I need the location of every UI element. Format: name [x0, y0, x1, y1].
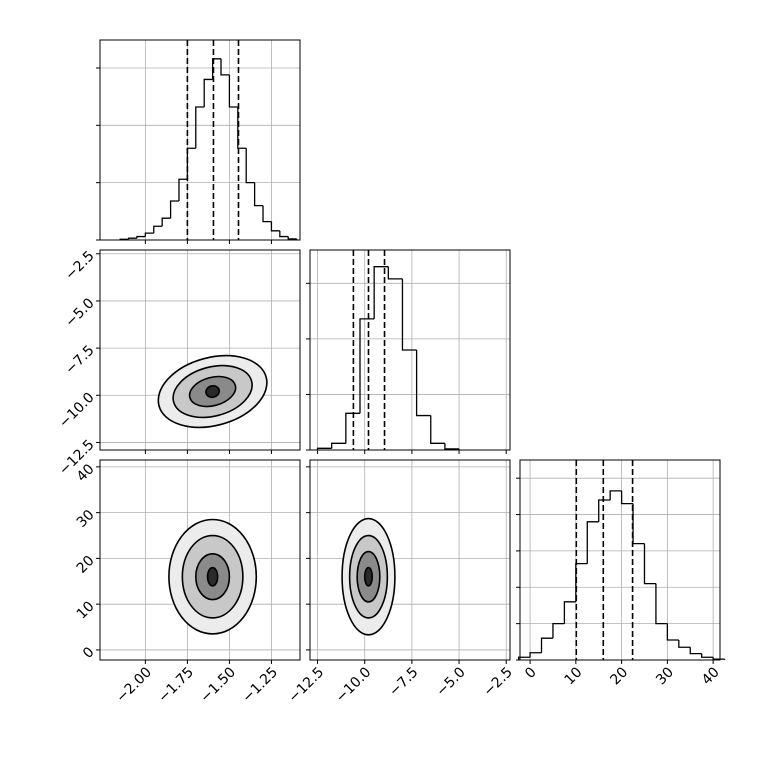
panel-frame: [309, 459, 511, 661]
histogram-bin: [655, 583, 668, 625]
histogram-bin: [203, 78, 213, 107]
panel-background: [310, 460, 510, 660]
panel-frame: [99, 249, 301, 451]
histogram-bin: [211, 58, 222, 80]
histogram-bin: [253, 182, 264, 207]
panel-frame: [309, 249, 511, 451]
histogram-bin: [387, 266, 403, 280]
histogram-bin: [529, 652, 542, 658]
histogram-bin: [701, 653, 714, 658]
histogram-bin: [279, 230, 289, 238]
x-tick-label: 20: [607, 664, 631, 688]
histogram-bin: [401, 278, 417, 351]
histogram-bin: [345, 412, 360, 444]
histogram-bin: [540, 637, 553, 653]
panel-background: [100, 40, 300, 240]
panel-frame: [99, 459, 301, 661]
x-tick-label: 10: [562, 664, 586, 688]
y-tick-label: −10.0: [56, 390, 98, 432]
contour: [206, 566, 219, 587]
histogram-bin: [563, 601, 576, 624]
panel-frame: [99, 39, 301, 241]
x-tick-label: 40: [699, 664, 723, 688]
histogram-bin: [678, 640, 691, 648]
x-tick-label: −7.5: [386, 664, 421, 699]
histogram-bin: [195, 106, 205, 149]
histogram-bin: [169, 200, 179, 219]
histogram-bin: [245, 148, 255, 184]
x-tick-label: −5.0: [433, 664, 468, 699]
histogram-bin: [331, 442, 346, 449]
histogram-bin: [270, 221, 280, 232]
histogram-bin: [373, 266, 389, 319]
panel-background: [520, 460, 720, 660]
histogram-bin: [178, 178, 188, 202]
histogram-bin: [359, 318, 375, 414]
histogram-bin: [689, 647, 702, 655]
y-tick-label: 20: [74, 553, 98, 577]
histogram-bin: [609, 490, 622, 500]
histogram-bin: [228, 74, 238, 108]
histogram-bin: [586, 521, 599, 564]
histogram-bin: [136, 235, 146, 239]
x-tick-label: −12.5: [286, 664, 328, 706]
y-tick-label: −7.5: [62, 342, 97, 377]
y-tick-label: 10: [74, 599, 98, 623]
histogram-bin: [287, 236, 297, 240]
x-tick-label: −10.0: [333, 664, 375, 706]
x-tick-label: −1.75: [155, 664, 197, 706]
histogram-bin: [415, 350, 431, 417]
histogram-bin: [127, 237, 137, 240]
histogram-bin: [220, 58, 230, 76]
y-tick-label: −5.0: [62, 295, 97, 330]
histogram-bin: [144, 232, 154, 237]
contour: [205, 384, 221, 399]
histogram-bin: [552, 622, 565, 639]
histogram-bin: [598, 499, 611, 522]
y-tick-label: 30: [74, 507, 98, 531]
histogram-bin: [666, 623, 679, 641]
x-tick-label: −2.5: [481, 664, 516, 699]
histogram-bin: [712, 657, 725, 660]
panel-frame: [519, 459, 721, 661]
histogram-bin: [262, 205, 272, 223]
x-tick-label: 0: [522, 664, 540, 682]
histogram-bin: [153, 225, 163, 234]
x-tick-label: −2.00: [113, 664, 155, 706]
histogram-bin: [444, 443, 460, 450]
x-tick-label: 30: [653, 664, 677, 688]
histogram-bin: [517, 656, 531, 660]
histogram-bin: [620, 490, 634, 505]
x-tick-label: −1.50: [197, 664, 239, 706]
histogram-bin: [643, 543, 656, 585]
y-tick-label: 0: [80, 644, 98, 662]
y-tick-label: −2.5: [62, 248, 97, 283]
contour: [363, 566, 374, 587]
x-tick-label: −1.25: [239, 664, 281, 706]
histogram-bin: [316, 447, 332, 450]
histogram-bin: [430, 415, 445, 444]
histogram-bin: [161, 217, 171, 227]
